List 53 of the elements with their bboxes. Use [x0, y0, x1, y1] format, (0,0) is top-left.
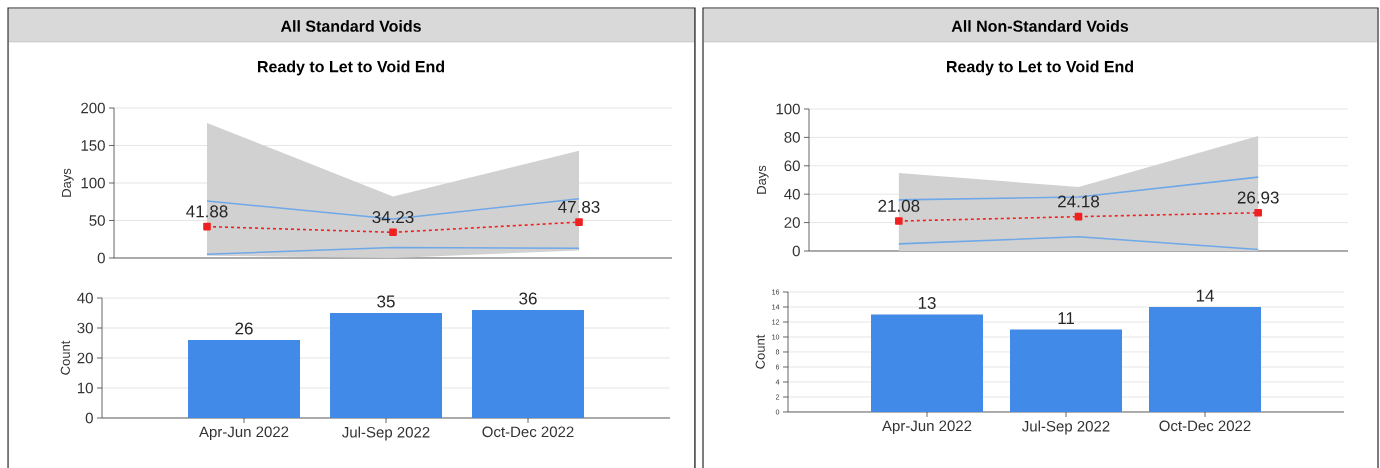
x-tick-label: Apr-Jun 2022 — [882, 420, 972, 435]
bar — [330, 312, 443, 418]
x-tick-label: Oct-Dec 2022 — [482, 426, 574, 438]
data-label: 26 — [235, 322, 253, 335]
y-tick-label: 40 — [784, 188, 800, 200]
x-tick-label: Apr-Jun 2022 — [199, 426, 289, 441]
point — [1254, 208, 1262, 217]
point — [575, 218, 583, 226]
bar — [1010, 329, 1123, 412]
y-axis-title: Count — [60, 340, 70, 375]
chart-subtitle: Ready to Let to Void End — [947, 60, 1134, 76]
y-tick-label: 20 — [77, 352, 93, 364]
y-tick-label: 20 — [784, 217, 800, 228]
data-label: 41.88 — [186, 205, 228, 218]
x-tick-label: Oct-Dec 2022 — [1159, 420, 1251, 432]
data-label: 47.83 — [558, 200, 600, 213]
y-tick-label: 200 — [81, 102, 105, 114]
y-tick-label: 40 — [77, 292, 93, 304]
y-tick-label: 0 — [97, 252, 105, 264]
chart-title: All Non-Standard Voids — [951, 20, 1129, 32]
data-label: 26.93 — [1237, 191, 1279, 204]
point — [203, 222, 211, 231]
data-label: 13 — [918, 296, 936, 309]
x-tick-label: Jul-Sep 2022 — [1022, 420, 1110, 435]
data-label: 11 — [1058, 312, 1074, 324]
point — [895, 217, 903, 225]
data-label: 36 — [519, 292, 537, 305]
y-tick-label: 0 — [792, 245, 800, 257]
data-label: 24.18 — [1058, 195, 1100, 208]
data-label: 34.23 — [372, 211, 414, 224]
y-tick-label: 150 — [81, 140, 105, 151]
y-axis-title: Days — [756, 165, 769, 194]
data-label: 21.08 — [878, 199, 920, 212]
y-axis-title: Count — [755, 334, 765, 369]
chart-subtitle: Ready to Let to Void End — [258, 60, 445, 76]
y-tick-label: 10 — [77, 382, 93, 394]
data-label: 14 — [1196, 289, 1214, 302]
data-label: 35 — [377, 295, 395, 308]
bar — [188, 339, 301, 418]
x-tick-label: Jul-Sep 2022 — [342, 426, 430, 441]
y-tick-label: 0 — [85, 412, 93, 424]
chart-title: All Standard Voids — [280, 20, 421, 32]
y-tick-label: 100 — [81, 177, 105, 189]
y-tick-label: 100 — [776, 103, 800, 115]
bar — [472, 309, 585, 418]
point — [389, 228, 397, 237]
y-axis-title: Days — [61, 168, 74, 197]
y-tick-label: 80 — [784, 132, 800, 143]
y-tick-label: 30 — [77, 322, 93, 334]
bar — [871, 314, 984, 412]
y-tick-label: 50 — [89, 215, 105, 226]
bar — [1149, 306, 1261, 412]
y-tick-label: 60 — [784, 160, 800, 172]
